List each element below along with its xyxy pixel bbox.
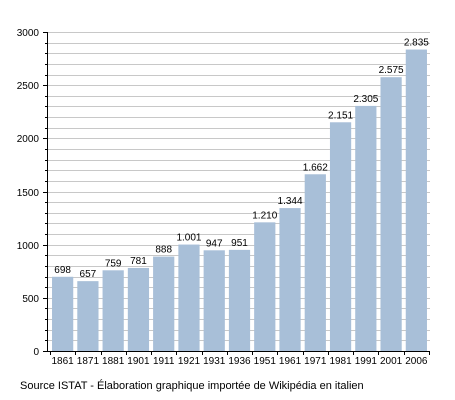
x-tick-label: 1921 xyxy=(178,356,201,367)
x-tick-label: 1871 xyxy=(77,356,100,367)
data-label: 657 xyxy=(80,269,97,280)
bar-1911 xyxy=(153,256,175,351)
data-label: 888 xyxy=(155,245,172,256)
bar-2006 xyxy=(405,49,427,352)
axes xyxy=(43,32,430,355)
bar-1961 xyxy=(279,208,301,351)
x-tick-label: 1971 xyxy=(304,356,327,367)
bar-1871 xyxy=(77,281,99,351)
data-label: 759 xyxy=(105,258,122,269)
x-tick-label: 1991 xyxy=(355,356,378,367)
bar-1861 xyxy=(52,276,74,351)
source-note: Source ISTAT - Élaboration graphique imp… xyxy=(20,380,364,392)
bars xyxy=(52,49,427,352)
bar-1901 xyxy=(127,267,150,351)
y-tick-label: 2000 xyxy=(17,134,40,145)
bar-1936 xyxy=(228,249,251,351)
y-tick-label: 3000 xyxy=(17,28,40,39)
x-tick-labels: 1861 1871 1881 1901 1911 1921 1931 1936 1951 1961… xyxy=(52,356,428,367)
x-tick-label: 2006 xyxy=(405,356,428,367)
y-tick-label: 500 xyxy=(22,294,39,305)
x-tick-label: 1881 xyxy=(102,356,125,367)
data-label: 781 xyxy=(130,256,147,267)
bar-1971 xyxy=(304,174,326,351)
bar-1881 xyxy=(102,270,124,351)
x-tick-label: 1931 xyxy=(203,356,226,367)
data-label: 1.210 xyxy=(252,210,277,221)
bar-1981 xyxy=(329,122,352,351)
x-tick-label: 1981 xyxy=(329,356,352,367)
data-label: 1.344 xyxy=(278,196,303,207)
bar-1951 xyxy=(254,222,276,351)
x-tick-label: 1936 xyxy=(228,356,251,367)
x-tick-label: 1951 xyxy=(254,356,277,367)
data-label: 2.835 xyxy=(404,38,429,49)
x-tick-label: 2001 xyxy=(380,356,403,367)
bar-1991 xyxy=(355,105,377,351)
data-label: 1.001 xyxy=(176,233,201,244)
y-tick-label: 1000 xyxy=(17,241,40,252)
x-tick-label: 1961 xyxy=(279,356,302,367)
bar-2001 xyxy=(380,77,402,352)
x-tick-label: 1911 xyxy=(153,356,175,367)
x-tick-label: 1861 xyxy=(52,356,75,367)
data-label: 2.151 xyxy=(328,110,353,121)
bar-1921 xyxy=(178,244,200,351)
y-tick-label: 2500 xyxy=(17,81,40,92)
y-tick-labels: 0 500 1000 1500 2000 2500 3000 xyxy=(17,28,40,358)
data-label: 698 xyxy=(54,265,71,276)
bar-1931 xyxy=(203,250,225,351)
y-tick-label: 1500 xyxy=(17,188,40,199)
data-label: 2.305 xyxy=(353,94,378,105)
y-tick-label: 0 xyxy=(33,347,39,358)
data-label: 2.575 xyxy=(379,65,404,76)
data-label: 947 xyxy=(206,238,223,249)
data-label: 1.662 xyxy=(303,162,328,173)
data-label: 951 xyxy=(231,238,248,249)
x-tick-label: 1901 xyxy=(127,356,150,367)
